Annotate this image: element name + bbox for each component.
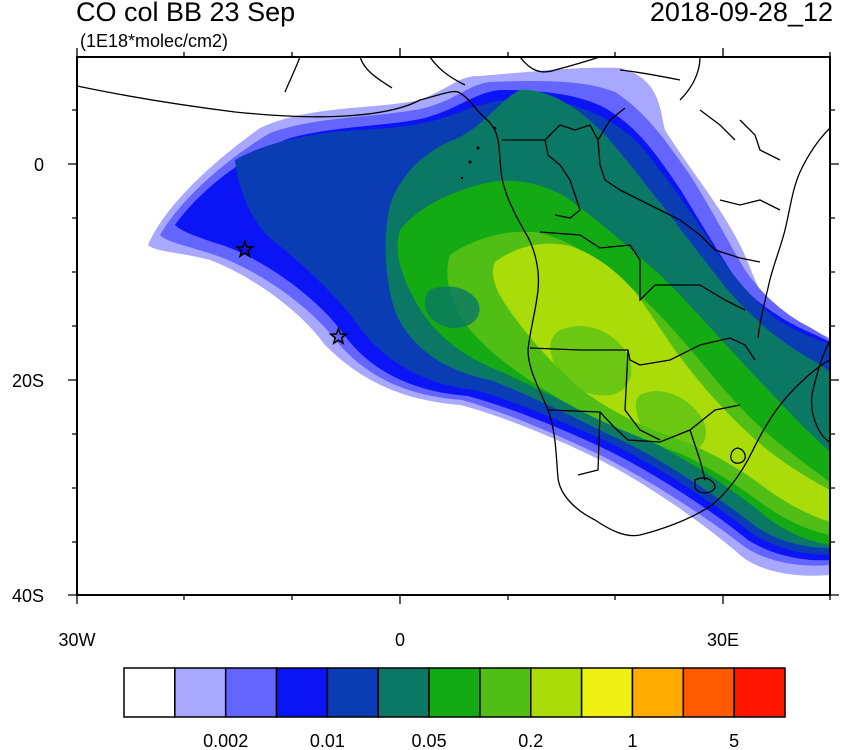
island-dot <box>476 146 480 150</box>
angola-zambia-borders <box>529 231 756 441</box>
station-markers <box>235 239 349 345</box>
colorbar-swatch <box>530 667 583 718</box>
north-inland-border <box>284 57 701 101</box>
colorbar-swatch <box>174 667 227 718</box>
east-africa-coast <box>757 127 830 339</box>
plume-level-8 <box>492 243 830 522</box>
colorbar-swatch <box>479 667 532 718</box>
valid-datetime: 2018-09-28_12 <box>649 0 833 27</box>
colorbar <box>123 667 786 718</box>
plume-blob-a <box>550 326 632 396</box>
x-tick-label-30w: 30W <box>58 630 95 650</box>
colorbar-swatch <box>377 667 430 718</box>
units-label: (1E18*molec/cm2) <box>80 31 229 51</box>
colorbar-label: 0.01 <box>310 731 345 750</box>
colorbar-swatch <box>326 667 379 718</box>
colorbar-swatch <box>733 667 786 718</box>
axis-ticks <box>68 48 839 604</box>
madagascar-coast <box>810 339 830 443</box>
map-title: CO col BB 23 Sep <box>76 0 296 27</box>
colorbar-label: 1 <box>627 731 637 750</box>
y-tick-label-40s: 40S <box>12 586 44 606</box>
colorbar-swatch <box>682 667 735 718</box>
colorbar-swatch <box>275 667 329 718</box>
x-tick-label-0: 0 <box>395 630 405 650</box>
gulf-islands <box>460 126 497 180</box>
southern-borders <box>547 404 746 494</box>
plume-blob-c <box>425 286 480 328</box>
colorbar-label: 0.2 <box>518 731 543 750</box>
colorbar-swatch <box>428 667 481 718</box>
station-star-icon <box>235 239 255 258</box>
island-dot <box>460 176 464 180</box>
colorbar-labels: 0.002 0.01 0.05 0.2 1 5 <box>203 731 739 750</box>
co-plume-field <box>148 67 830 576</box>
colorbar-swatch <box>580 667 634 718</box>
east-african-lakes <box>699 109 781 211</box>
colorbar-swatch <box>224 667 278 718</box>
west-africa-coast <box>77 85 830 537</box>
colorbar-swatch <box>631 667 685 718</box>
colorbar-label: 0.05 <box>412 731 447 750</box>
coastlines <box>77 57 830 537</box>
colorbar-swatch <box>123 667 176 718</box>
island-dot <box>493 126 497 130</box>
colorbar-label: 0.002 <box>203 731 248 750</box>
y-tick-label-0: 0 <box>34 155 44 175</box>
colorbar-label: 5 <box>729 731 739 750</box>
x-tick-label-30e: 30E <box>707 630 739 650</box>
island-dot <box>468 160 472 164</box>
central-borders <box>502 107 761 263</box>
y-tick-label-20s: 20S <box>12 371 44 391</box>
station-star-icon <box>328 326 349 345</box>
